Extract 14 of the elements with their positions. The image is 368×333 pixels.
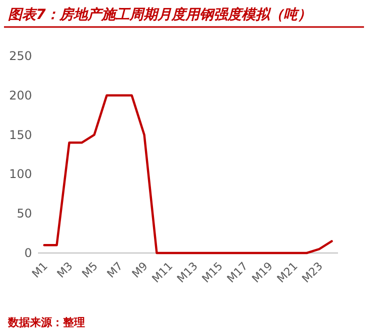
- source-note: 数据来源：整理: [7, 316, 85, 329]
- y-tick-label: 0: [24, 246, 32, 260]
- y-tick-label: 200: [9, 88, 32, 102]
- y-tick-label: 100: [9, 167, 32, 182]
- chart-title: 图表7：房地产施工周期月度用钢强度模拟（吨）: [8, 6, 312, 23]
- x-tick-label: M5: [80, 260, 100, 280]
- y-tick-label: 150: [9, 128, 32, 142]
- y-tick-label: 50: [16, 206, 32, 221]
- line-series: [43, 94, 333, 254]
- y-tick-label: 250: [9, 49, 32, 63]
- x-tick-label: M1: [30, 260, 50, 280]
- x-tick-label: M3: [54, 260, 76, 280]
- x-tick-label: M7: [104, 260, 126, 280]
- x-tick-label: M9: [130, 260, 150, 280]
